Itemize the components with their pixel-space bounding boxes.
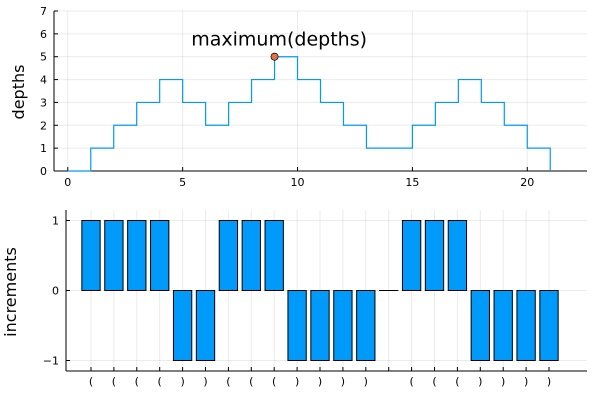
increments-x-tick-label: ( (226, 375, 230, 388)
increments-y-tick-label: −1 (43, 355, 59, 368)
depths-ticks: 0 5 10 15 20 0 1 2 3 4 5 6 7 (40, 5, 534, 189)
increment-bar (447, 220, 468, 291)
increment-bar (150, 220, 170, 291)
increment-bar (470, 290, 490, 361)
depths-y-tick-label: 4 (40, 74, 47, 87)
increment-bar (127, 220, 147, 291)
increment-bar (401, 220, 422, 291)
increment-bar (81, 220, 101, 291)
increments-x-tick-label: ) (341, 375, 345, 388)
increments-x-tick-label: ( (409, 375, 413, 388)
depths-y-tick-label: 5 (40, 51, 47, 64)
depths-y-tick-label: 7 (40, 5, 47, 18)
increment-bar (493, 290, 513, 361)
increments-y-axis-title: increments (1, 247, 20, 337)
increments-ticks: ( ( ( ()) ( ( ()))) ( ( ()))) −1 0 1 (43, 215, 551, 389)
depths-x-tick-label: 15 (405, 176, 419, 189)
increments-x-tick-label: ( (272, 375, 276, 388)
depths-x-tick-label: 10 (291, 176, 305, 189)
depths-y-tick-label: 0 (40, 165, 47, 178)
increments-x-tick-label: ) (203, 375, 207, 388)
maximum-point (270, 52, 279, 61)
increment-bar (424, 220, 445, 291)
increment-bar (287, 290, 307, 361)
increments-x-tick-label: ) (295, 375, 299, 388)
depths-y-tick-label: 6 (40, 28, 47, 41)
increments-x-tick-label: ( (112, 375, 116, 388)
depths-step-line (67, 56, 551, 172)
increments-bar-chart: ( ( ( ()) ( ( ()))) ( ( ()))) −1 0 1 increments (1, 210, 587, 388)
increments-x-tick-label: ) (478, 375, 482, 388)
increments-y-tick-label: 1 (52, 215, 59, 228)
increments-x-tick-label: ) (501, 375, 505, 388)
depths-y-axis-title: depths (9, 65, 28, 120)
maximum-annotation: maximum(depths) (191, 28, 367, 50)
increment-bar (264, 220, 284, 291)
depths-y-tick-label: 3 (40, 96, 47, 109)
increments-x-tick-label: ( (249, 375, 253, 388)
increment-bar (539, 290, 559, 361)
depths-x-tick-label: 20 (520, 176, 534, 189)
increment-bar (516, 290, 536, 361)
increments-y-tick-label: 0 (52, 285, 59, 298)
increment-bar (241, 220, 261, 291)
depths-axes (53, 11, 587, 172)
increment-bar (104, 220, 124, 291)
depths-x-tick-label: 5 (179, 176, 186, 189)
depths-x-tick-label: 0 (64, 176, 71, 189)
increments-x-tick-label: ) (180, 375, 184, 388)
depths-y-tick-label: 2 (40, 119, 47, 132)
increments-x-tick-label: ( (158, 375, 162, 388)
increments-x-tick-label: ) (547, 375, 551, 388)
increments-x-tick-label: ( (135, 375, 139, 388)
increment-bar (310, 290, 330, 361)
increments-bars (81, 220, 559, 361)
increments-x-tick-label: ) (364, 375, 368, 388)
increment-bar (172, 290, 193, 361)
depths-y-tick-label: 1 (40, 142, 47, 155)
increments-x-tick-label: ( (432, 375, 436, 388)
increment-bar (218, 220, 239, 291)
increments-x-tick-label: ( (89, 375, 93, 388)
increments-x-tick-label: ) (524, 375, 528, 388)
increment-bar (333, 290, 353, 361)
increments-x-tick-label: ) (318, 375, 322, 388)
depths-step-chart: 0 5 10 15 20 0 1 2 3 4 5 6 7 depths maximum(depths) (9, 5, 587, 189)
increment-bar (356, 290, 376, 361)
depths-series (67, 52, 551, 172)
increments-x-tick-label: ( (455, 375, 459, 388)
increment-bar (195, 290, 216, 361)
